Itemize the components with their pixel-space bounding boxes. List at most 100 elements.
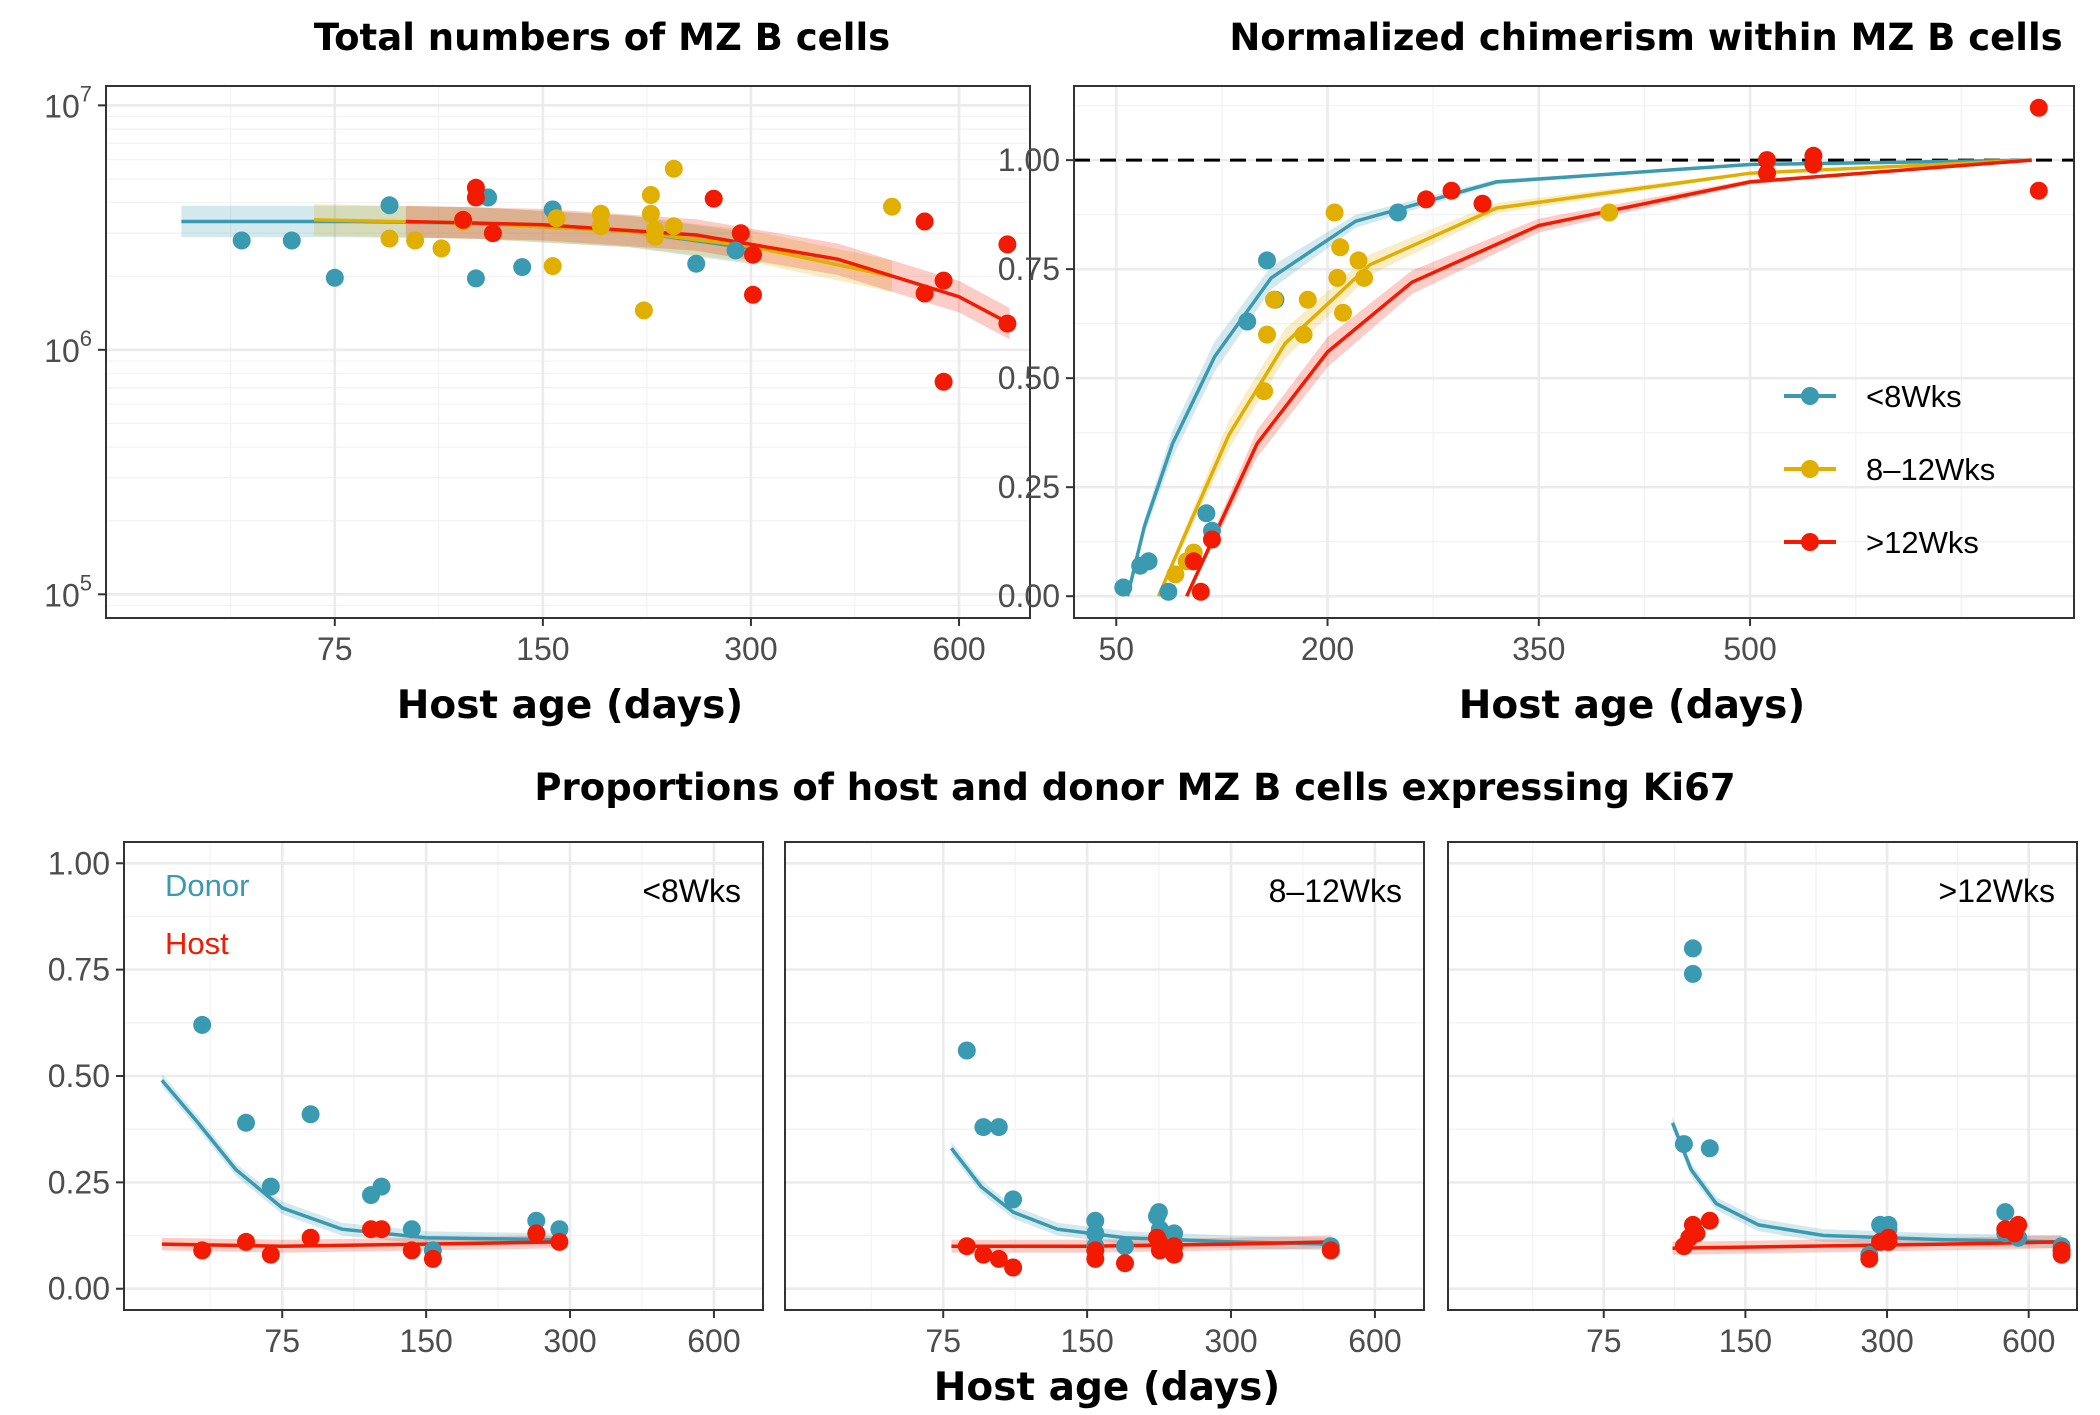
data-point-gt12wks (915, 284, 934, 303)
data-point-host (527, 1224, 546, 1243)
y-tick-label: 0.25 (48, 1164, 110, 1200)
host-annotation: Host (165, 926, 229, 961)
data-point-host (301, 1228, 320, 1247)
data-point-gt12wks (1191, 582, 1210, 601)
x-tick-label: 600 (1348, 1323, 1401, 1359)
panel-c-facet-lt8wks: 75 150 300 600 0.00 0.25 0.50 0.75 1.00 <8Wks (48, 841, 764, 1359)
data-point-gt12wks (2029, 181, 2048, 200)
data-point-donor (1165, 1224, 1184, 1243)
data-point-donor (1116, 1237, 1134, 1256)
data-point-gt12wks (1758, 164, 1776, 183)
x-tick-label: 600 (932, 631, 985, 667)
panel-b-x-axis-title: Host age (days) (1459, 683, 1805, 728)
data-point-lt8wks (1238, 312, 1257, 331)
data-point-lt8wks (1159, 582, 1178, 601)
x-tick-label: 50 (1098, 631, 1134, 667)
data-point-donor (1683, 939, 1702, 958)
x-tick-label: 350 (1512, 631, 1565, 667)
legend-key-dot (1801, 387, 1819, 405)
data-point-donor (1683, 964, 1702, 983)
data-point-8-12wks (646, 227, 665, 246)
data-point-donor (989, 1118, 1008, 1137)
legend: <8Wks 8–12Wks >12Wks (1784, 379, 1995, 560)
data-point-8-12wks (543, 257, 562, 276)
data-point-donor (193, 1015, 212, 1034)
data-point-donor (1086, 1211, 1105, 1230)
data-point-host (1321, 1241, 1340, 1260)
data-point-8-12wks (380, 229, 399, 248)
data-point-donor (1700, 1139, 1719, 1158)
data-point-gt12wks (1417, 190, 1436, 209)
data-point-gt12wks (998, 235, 1017, 254)
data-point-host (372, 1220, 391, 1239)
data-point-8-12wks (641, 204, 660, 223)
facet-label: >12Wks (1939, 873, 2055, 909)
y-tick-label: 107 (44, 81, 92, 124)
data-point-donor (974, 1118, 993, 1137)
data-point-8-12wks (432, 239, 451, 258)
data-point-gt12wks (1203, 530, 1221, 549)
y-tick-label: 0.00 (998, 578, 1060, 614)
data-point-donor (957, 1041, 976, 1060)
data-point-gt12wks (704, 189, 723, 208)
data-point-donor (261, 1177, 280, 1196)
data-point-host (423, 1249, 442, 1268)
data-point-lt8wks (1114, 578, 1133, 597)
data-point-host (1004, 1258, 1023, 1277)
data-point-gt12wks (1804, 155, 1823, 174)
data-point-8-12wks (591, 217, 610, 236)
x-tick-label: 500 (1723, 631, 1776, 667)
data-point-gt12wks (731, 224, 750, 243)
fit-line-gt12wks (405, 219, 1011, 326)
x-tick-label: 600 (2002, 1323, 2055, 1359)
data-point-host (1879, 1228, 1898, 1247)
data-point-lt8wks (726, 241, 745, 260)
panel-frame (105, 85, 1031, 619)
data-point-gt12wks (2029, 98, 2048, 117)
data-point-lt8wks (513, 258, 532, 277)
x-tick-label: 75 (1586, 1323, 1622, 1359)
data-point-gt12wks (998, 314, 1017, 333)
data-point-host (957, 1237, 976, 1256)
data-point-gt12wks (934, 372, 953, 391)
fit-line-host (161, 1240, 560, 1248)
legend-item-8-12wks: 8–12Wks (1784, 452, 1995, 487)
data-point-donor (372, 1177, 391, 1196)
data-point-8-12wks (1334, 303, 1352, 322)
data-point-host (261, 1245, 280, 1264)
data-point-host (1687, 1224, 1706, 1243)
data-point-8-12wks (1325, 203, 1344, 222)
data-point-gt12wks (744, 285, 762, 304)
panel-b-title: Normalized chimerism within MZ B cells (1229, 16, 2062, 59)
fit-line-donor (950, 1147, 1331, 1246)
data-point-host (1116, 1254, 1134, 1273)
data-point-host (402, 1241, 421, 1260)
data-point-donor (1086, 1224, 1105, 1243)
data-point-lt8wks (1388, 203, 1407, 222)
data-point-gt12wks (1473, 194, 1492, 213)
data-point-gt12wks (1758, 151, 1776, 170)
panel-a-x-axis-title: Host age (days) (397, 683, 743, 728)
data-point-lt8wks (1258, 251, 1276, 270)
fit-ribbon-gt12wks (405, 205, 1010, 340)
panel-c-facet-8-12wks: 75 150 300 600 8–12Wks (784, 841, 1425, 1359)
data-point-host (1700, 1211, 1719, 1230)
panel-c-facet-gt12wks: 75 150 300 600 >12Wks (1447, 841, 2078, 1359)
legend-item-gt12wks: >12Wks (1784, 525, 1979, 560)
data-point-donor (237, 1113, 255, 1132)
data-point-host (2009, 1215, 2028, 1234)
panel-c-title: Proportions of host and donor MZ B cells… (534, 766, 1735, 809)
x-tick-label: 75 (317, 631, 353, 667)
x-tick-label: 600 (687, 1323, 740, 1359)
y-tick-label: 0.50 (48, 1058, 110, 1094)
legend-key-dot (1801, 533, 1819, 551)
data-point-lt8wks (325, 268, 344, 287)
donor-annotation: Donor (165, 868, 249, 903)
y-tick-label: 0.75 (48, 952, 110, 988)
data-point-8-12wks (1600, 203, 1619, 222)
data-point-host (1860, 1249, 1879, 1268)
data-point-lt8wks (687, 254, 706, 273)
y-tick-label: 0.75 (998, 251, 1060, 287)
panel-frame (123, 841, 764, 1311)
data-point-8-12wks (1294, 325, 1313, 344)
